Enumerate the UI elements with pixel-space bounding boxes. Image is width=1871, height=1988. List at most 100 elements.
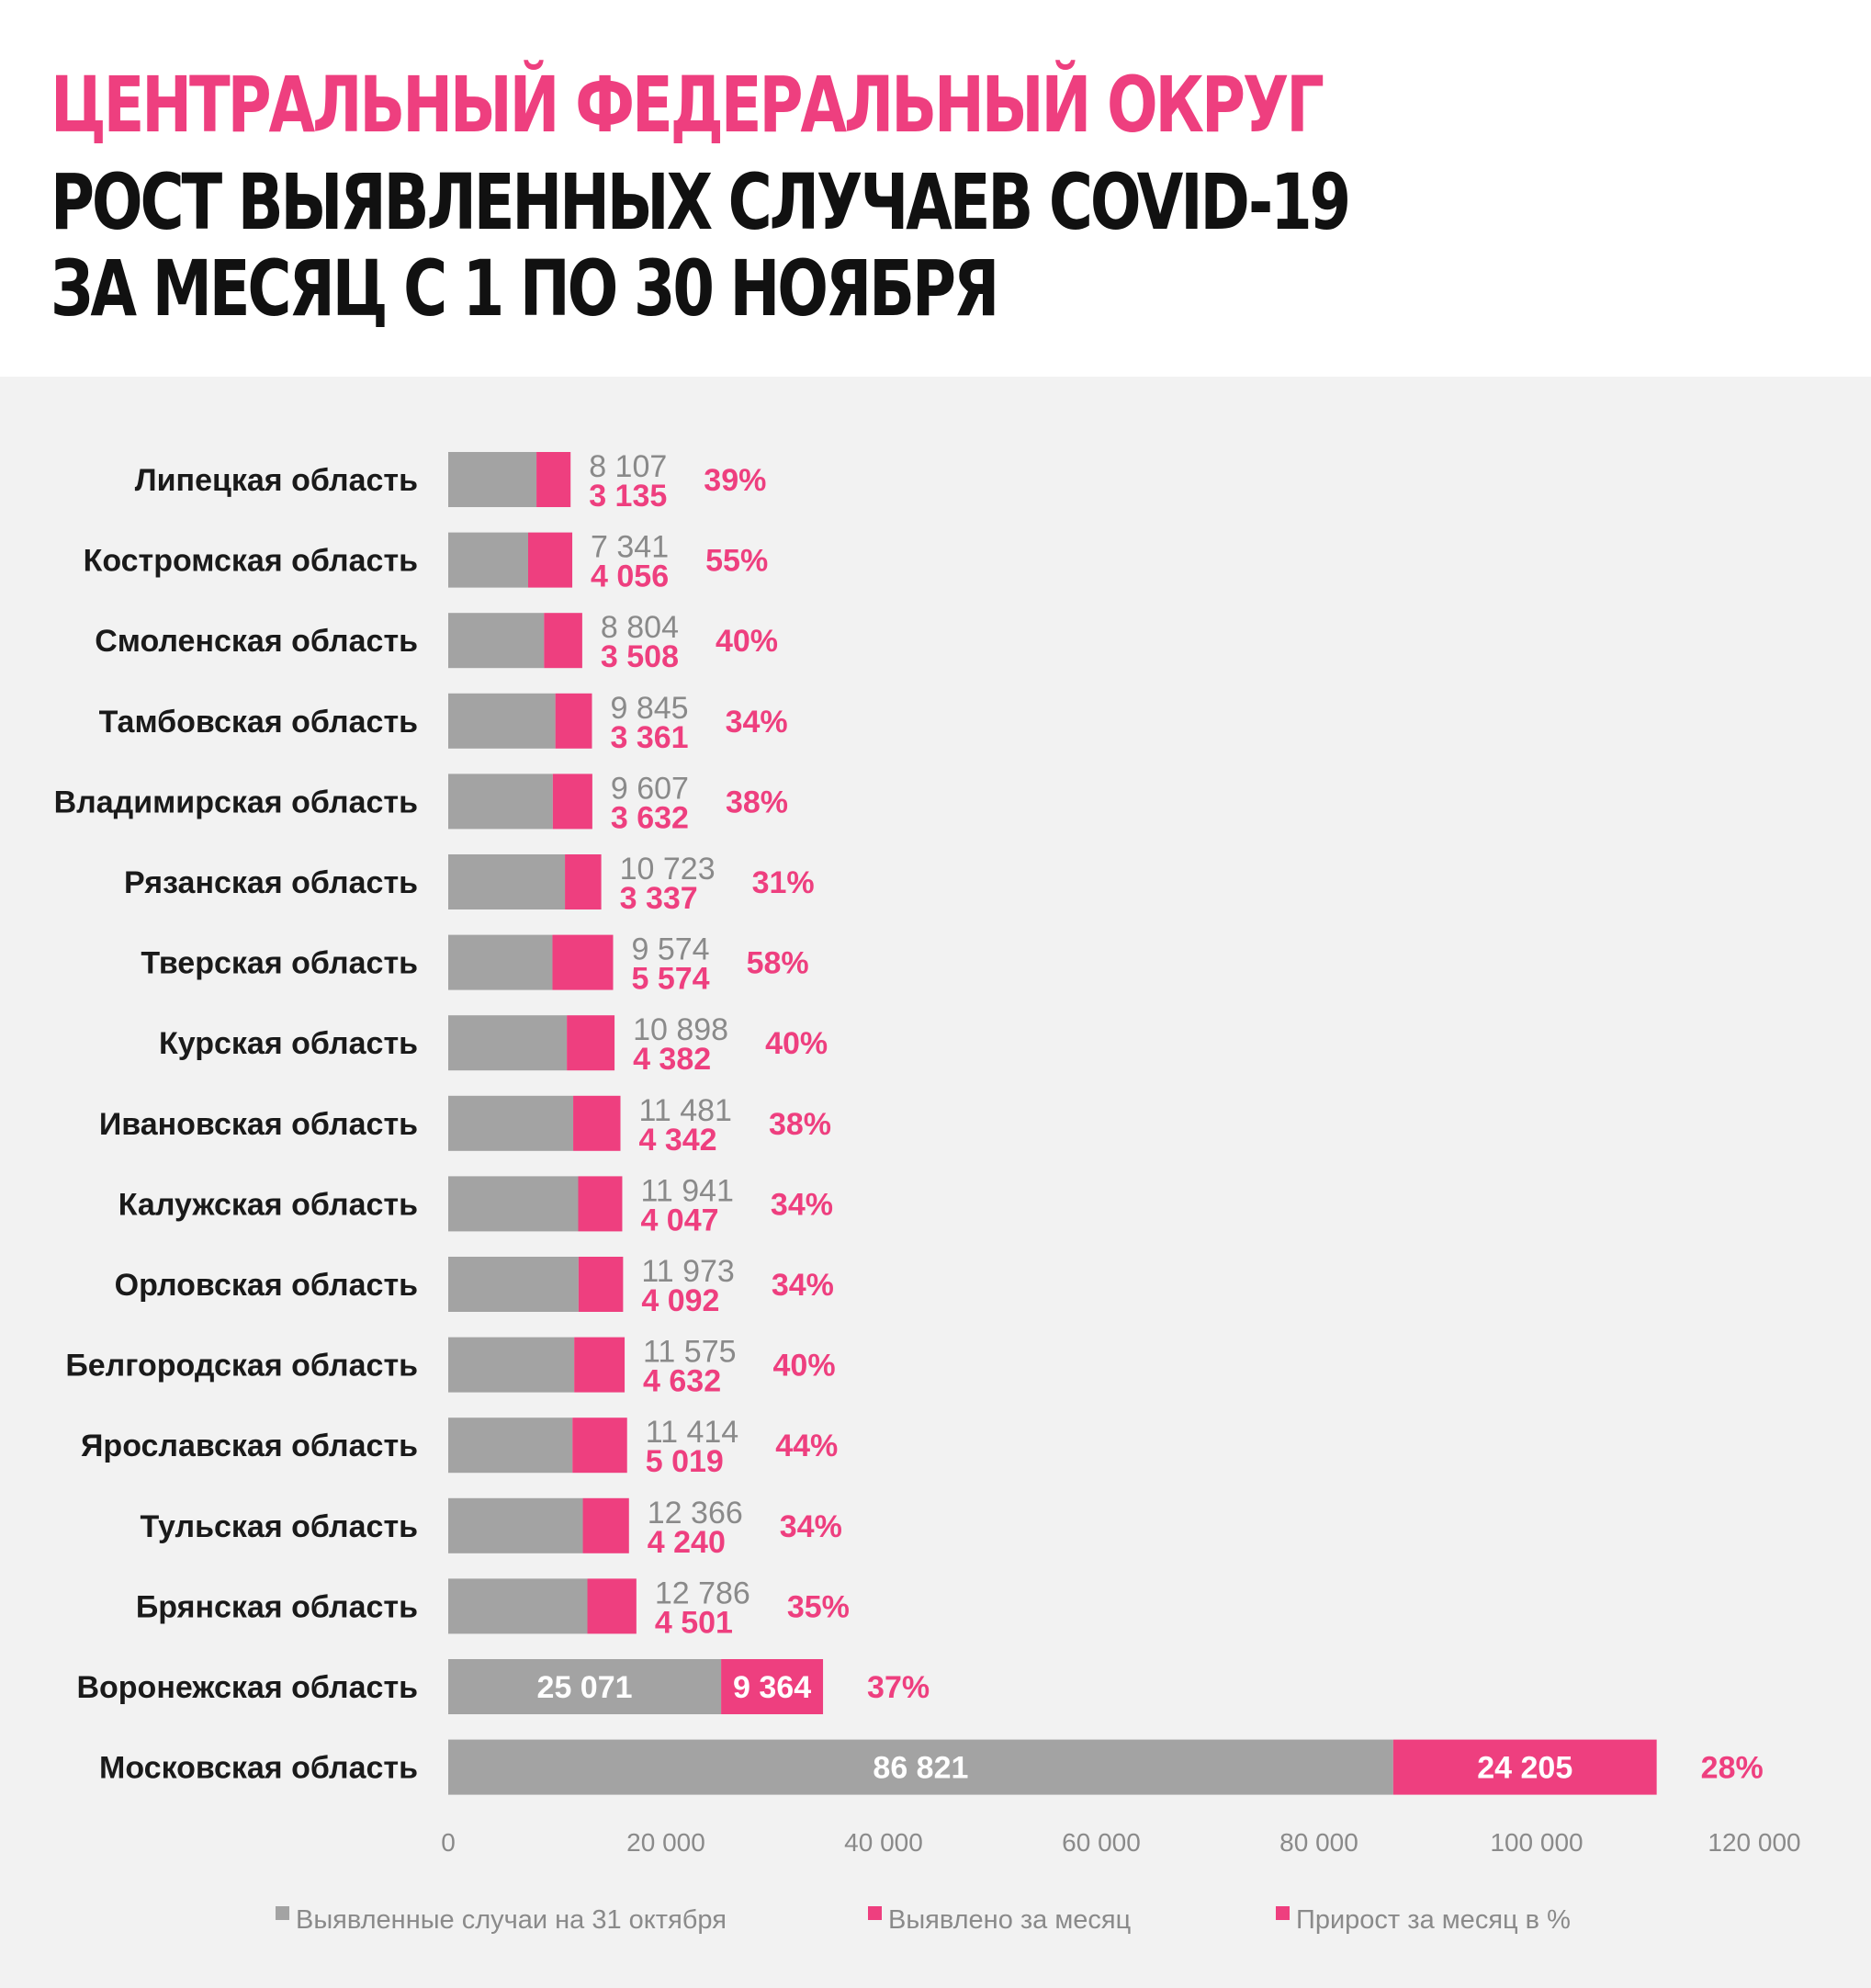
data-label-base: 12 366 xyxy=(648,1496,743,1531)
data-label-added: 4 047 xyxy=(640,1203,718,1237)
data-label-percent: 28% xyxy=(1701,1751,1764,1786)
bar-base xyxy=(448,532,528,588)
bar-added xyxy=(587,1578,637,1634)
x-tick-label: 80 000 xyxy=(1279,1828,1358,1857)
x-tick-label: 0 xyxy=(441,1828,456,1857)
data-label-percent: 40% xyxy=(716,624,778,659)
x-tick-label: 120 000 xyxy=(1708,1828,1800,1857)
data-label-percent: 58% xyxy=(747,946,809,981)
data-label-added: 5 574 xyxy=(632,962,710,997)
plot-area xyxy=(0,377,1871,1988)
bar-added xyxy=(573,1095,621,1151)
data-label-base: 8 804 xyxy=(601,610,679,645)
data-label-base: 10 723 xyxy=(620,852,716,887)
bar-added xyxy=(567,1015,615,1071)
data-label-base: 10 898 xyxy=(633,1012,728,1047)
data-label-added: 4 632 xyxy=(643,1364,721,1399)
category-label: Орловская область xyxy=(115,1268,418,1303)
title-line-3: ЗА МЕСЯЦ С 1 ПО 30 НОЯБРЯ xyxy=(51,243,999,333)
bar-added xyxy=(1392,1739,1657,1795)
category-label: Ярославская область xyxy=(81,1429,418,1463)
bar-base xyxy=(448,1015,568,1071)
category-label: Тамбовская область xyxy=(99,705,418,740)
data-label-percent: 40% xyxy=(765,1026,828,1061)
data-label-added: 4 240 xyxy=(648,1525,726,1560)
category-label: Белгородская область xyxy=(65,1349,418,1384)
category-label: Ивановская область xyxy=(99,1107,418,1142)
bar-base xyxy=(448,1095,574,1151)
bar-added xyxy=(552,934,614,990)
bar-added xyxy=(527,532,573,588)
category-label: Рязанская область xyxy=(124,865,418,900)
data-label-added: 4 342 xyxy=(639,1123,717,1158)
bar-base xyxy=(448,613,545,669)
bar-base xyxy=(448,1337,575,1393)
category-label: Липецкая область xyxy=(135,463,418,498)
data-label-added: 4 501 xyxy=(655,1605,733,1640)
data-label-base: 86 821 xyxy=(873,1751,968,1786)
data-label-base: 11 481 xyxy=(639,1093,732,1128)
bar-base xyxy=(448,934,553,990)
bar-added xyxy=(544,613,582,669)
category-label: Владимирская область xyxy=(54,785,418,819)
header: ЦЕНТРАЛЬНЫЙ ФЕДЕРАЛЬНЫЙ ОКРУГ РОСТ ВЫЯВЛ… xyxy=(0,0,1871,377)
x-tick-label: 100 000 xyxy=(1490,1828,1583,1857)
category-label: Тульская область xyxy=(141,1509,418,1544)
data-label-added: 3 361 xyxy=(610,720,688,755)
data-label-base: 9 607 xyxy=(611,771,689,806)
data-label-percent: 34% xyxy=(772,1268,834,1303)
data-label-base: 25 071 xyxy=(537,1670,633,1705)
category-label: Курская область xyxy=(159,1026,418,1061)
data-label-percent: 38% xyxy=(726,785,788,819)
bar-base xyxy=(448,452,537,507)
data-label-added: 9 364 xyxy=(733,1670,811,1705)
bar-added xyxy=(578,1257,624,1312)
category-label: Тверская область xyxy=(141,946,418,981)
data-label-base: 11 575 xyxy=(643,1335,736,1370)
legend-item: Выявлено за месяц xyxy=(888,1905,1131,1935)
data-label-base: 9 574 xyxy=(632,932,710,967)
x-tick-label: 20 000 xyxy=(626,1828,705,1857)
category-label: Костромская область xyxy=(84,544,418,579)
data-label-percent: 55% xyxy=(705,544,768,579)
data-label-added: 3 135 xyxy=(589,479,667,514)
bar-base xyxy=(448,1497,583,1553)
bar-base xyxy=(448,1578,588,1634)
data-label-base: 11 973 xyxy=(641,1254,734,1289)
bar-added xyxy=(555,693,592,749)
bar-added xyxy=(572,1418,627,1474)
bar-base xyxy=(448,693,556,749)
bar-added xyxy=(565,854,602,909)
data-label-base: 7 341 xyxy=(591,530,669,565)
data-label-added: 24 205 xyxy=(1477,1751,1572,1786)
legend-swatch xyxy=(276,1906,289,1920)
data-label-base: 11 941 xyxy=(640,1173,733,1208)
data-label-percent: 34% xyxy=(771,1187,833,1222)
data-label-percent: 31% xyxy=(752,865,815,900)
bar-added xyxy=(582,1497,629,1553)
data-label-percent: 39% xyxy=(704,463,766,498)
bar-added xyxy=(574,1337,626,1393)
title-line-1: ЦЕНТРАЛЬНЫЙ ФЕДЕРАЛЬНЫЙ ОКРУГ xyxy=(51,60,1324,150)
data-label-added: 4 382 xyxy=(633,1042,711,1077)
legend-swatch xyxy=(1276,1906,1290,1920)
data-label-percent: 34% xyxy=(726,705,788,740)
bar-base xyxy=(448,1739,1393,1795)
bar-base xyxy=(448,1659,722,1714)
category-label: Калужская область xyxy=(118,1187,418,1222)
data-label-added: 3 337 xyxy=(620,881,698,916)
legend-swatch xyxy=(868,1906,882,1920)
category-label: Воронежская область xyxy=(76,1670,418,1705)
bar-added xyxy=(721,1659,824,1714)
data-label-added: 4 092 xyxy=(641,1283,719,1318)
bar-base xyxy=(448,854,566,909)
bar-added xyxy=(578,1176,623,1232)
data-label-added: 4 056 xyxy=(591,559,669,594)
data-label-percent: 34% xyxy=(780,1509,842,1544)
x-tick-label: 60 000 xyxy=(1062,1828,1141,1857)
title-line-2: РОСТ ВЫЯВЛЕННЫХ СЛУЧАЕВ COVID-19 xyxy=(51,157,1351,247)
legend-item: Выявленные случаи на 31 октября xyxy=(296,1905,727,1935)
data-label-base: 8 107 xyxy=(589,449,667,484)
data-label-added: 3 508 xyxy=(601,639,679,674)
